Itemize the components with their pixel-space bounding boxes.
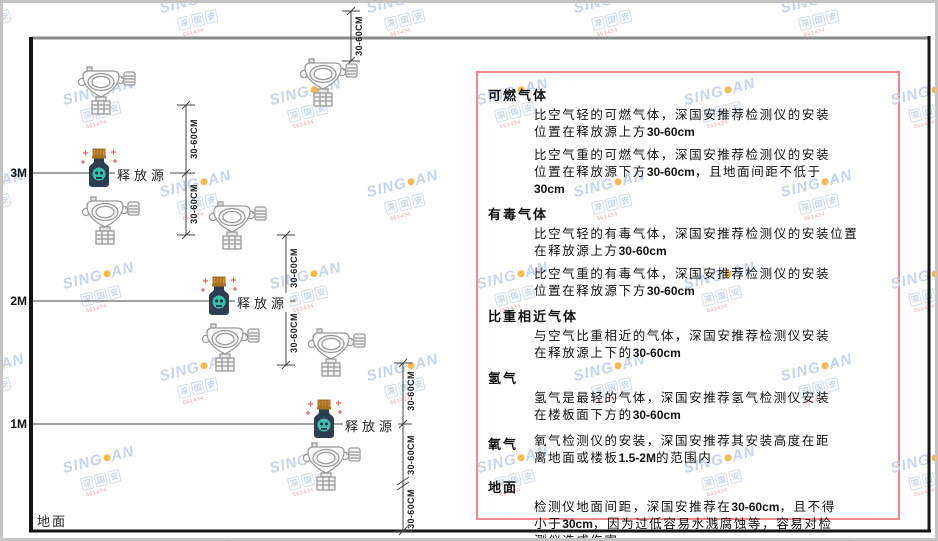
release-source-icon (304, 398, 344, 445)
watermark-dot-icon (0, 178, 1, 186)
diagram-icons-layer (3, 3, 935, 538)
watermark-dot-icon (614, 0, 622, 2)
dimension-label: 30-60CM (406, 489, 416, 529)
dimension-label: 30-60CM (354, 16, 364, 56)
panel-text-line: 在释放源上方30-60cm (534, 244, 667, 258)
installation-guidelines-panel: 可燃气体比空气轻的可燃气体，深国安推荐检测仪的安装 位置在释放源上方30-60cm… (476, 71, 900, 538)
panel-paragraph: 比空气轻的可燃气体，深国安推荐检测仪的安装 位置在释放源上方30-60cm (534, 107, 888, 141)
release-source-icon (199, 275, 239, 322)
panel-section: 可燃气体比空气轻的可燃气体，深国安推荐检测仪的安装 位置在释放源上方30-60cm… (488, 85, 888, 198)
info-panel-background (476, 71, 900, 520)
panel-section: 氧气 氧气检测仪的安装，深国安推荐其安装高度在距 离地面或楼板1.5-2M的范围内 (488, 430, 888, 473)
panel-text-line: 比空气轻的可燃气体，深国安推荐检测仪的安装 (534, 108, 831, 122)
panel-section: 有毒气体比空气轻的有毒气体，深国安推荐检测仪的安装位置 在释放源上方30-60cm… (488, 204, 888, 300)
panel-text-line: 检测仪地面间距，深国安推荐在30-60cm，且不得 (534, 500, 836, 514)
panel-text-line: 与空气比重相近的气体，深国安推荐检测仪安装 (534, 329, 831, 343)
panel-section: 地面 检测仪地面间距，深国安推荐在30-60cm，且不得 小于30cm，因为过低容易… (488, 477, 888, 541)
panel-text-line: 在楼板面下方的30-60cm (534, 408, 681, 422)
panel-paragraph: 氢气是最轻的气体，深国安推荐氢气检测仪安装 在楼板面下方的30-60cm (534, 390, 888, 424)
panel-section-heading: 比重相近气体 (488, 309, 579, 324)
gas-detector-icon (297, 57, 361, 114)
panel-section: 比重相近气体与空气比重相近的气体，深国安推荐检测仪安装 在释放源上下的30-60c… (488, 306, 888, 362)
gas-detector-icon (79, 195, 143, 252)
panel-section-heading: 地面 (488, 480, 519, 495)
panel-section: 氢气 氢气是最轻的气体，深国安推荐氢气检测仪安装 在楼板面下方的30-60cm (488, 368, 888, 424)
dimension-label: 30-60CM (406, 435, 416, 475)
gas-detector-icon (206, 200, 270, 257)
panel-section-heading: 可燃气体 (488, 88, 549, 103)
panel-text-line: 在释放源上下的30-60cm (534, 346, 681, 360)
panel-text-line: 氢气是最轻的气体，深国安推荐氢气检测仪安装 (534, 391, 831, 405)
watermark-dot-icon (407, 0, 415, 2)
panel-text-line: 测仪造成伤害 (534, 534, 619, 541)
height-label-2m: 2M (10, 294, 27, 308)
panel-text-line: 30cm (534, 182, 565, 196)
gas-detector-icon (199, 322, 263, 379)
height-label-1m: 1M (10, 417, 27, 431)
watermark-dot-icon (0, 0, 1, 2)
panel-section-heading: 氢气 (488, 371, 519, 386)
panel-text-line: 离地面或楼板1.5-2M的范围内 (534, 451, 713, 465)
watermark-dot-icon (0, 362, 1, 370)
panel-paragraph: 比空气重的有毒气体，深国安推荐检测仪的安装 位置在释放源下方30-60cm (534, 266, 888, 300)
panel-text-line: 位置在释放源上方30-60cm (534, 125, 695, 139)
dimension-label: 30-60CM (189, 119, 199, 159)
panel-paragraph: 与空气比重相近的气体，深国安推荐检测仪安装 在释放源上下的30-60cm (534, 328, 888, 362)
panel-paragraph: 氧气检测仪的安装，深国安推荐其安装高度在距 离地面或楼板1.5-2M的范围内 (534, 433, 830, 467)
panel-text-line: 比空气重的有毒气体，深国安推荐检测仪的安装 (534, 267, 831, 281)
gas-detector-icon (305, 327, 369, 384)
dimension-label: 30-60CM (406, 371, 416, 411)
dimension-label: 30-60CM (189, 184, 199, 224)
height-label-3m: 3M (10, 166, 27, 180)
panel-section-heading: 有毒气体 (488, 207, 549, 222)
release-source-label: 释放源 (115, 165, 171, 184)
panel-text-line: 比空气轻的有毒气体，深国安推荐检测仪的安装位置 (534, 227, 859, 241)
panel-text-line: 比空气重的可燃气体，深国安推荐检测仪的安装 (534, 148, 831, 162)
dimension-label: 30-60CM (289, 248, 299, 288)
panel-text-line: 位置在释放源下方30-60cm (534, 284, 695, 298)
panel-section-heading: 氧气 (488, 437, 519, 452)
watermark-dot-icon (200, 0, 208, 2)
diagram-labels-layer: 3M 2M 1M 地面 释放源 释放源 释放源 30-60CM 30-60CM … (3, 3, 935, 538)
watermark-dot-icon (821, 0, 829, 2)
dimension-label: 30-60CM (289, 313, 299, 353)
ground-label: 地面 (37, 514, 68, 529)
release-source-icon (79, 147, 119, 194)
panel-paragraph: 比空气重的可燃气体，深国安推荐检测仪的安装 位置在释放源下方30-60cm，且地面… (534, 147, 888, 198)
gas-detector-icon (300, 441, 364, 498)
panel-paragraph: 检测仪地面间距，深国安推荐在30-60cm，且不得 小于30cm，因为过低容易水溅… (534, 499, 888, 541)
panel-text-line: 位置在释放源下方30-60cm，且地面间距不低于 (534, 165, 822, 179)
panel-text-line: 小于30cm，因为过低容易水溅腐蚀等，容易对检 (534, 517, 833, 531)
panel-paragraph: 比空气轻的有毒气体，深国安推荐检测仪的安装位置 在释放源上方30-60cm (534, 226, 888, 260)
release-source-label: 释放源 (343, 416, 399, 435)
release-source-label: 释放源 (235, 293, 291, 312)
panel-text-line: 氧气检测仪的安装，深国安推荐其安装高度在距 (534, 434, 831, 448)
